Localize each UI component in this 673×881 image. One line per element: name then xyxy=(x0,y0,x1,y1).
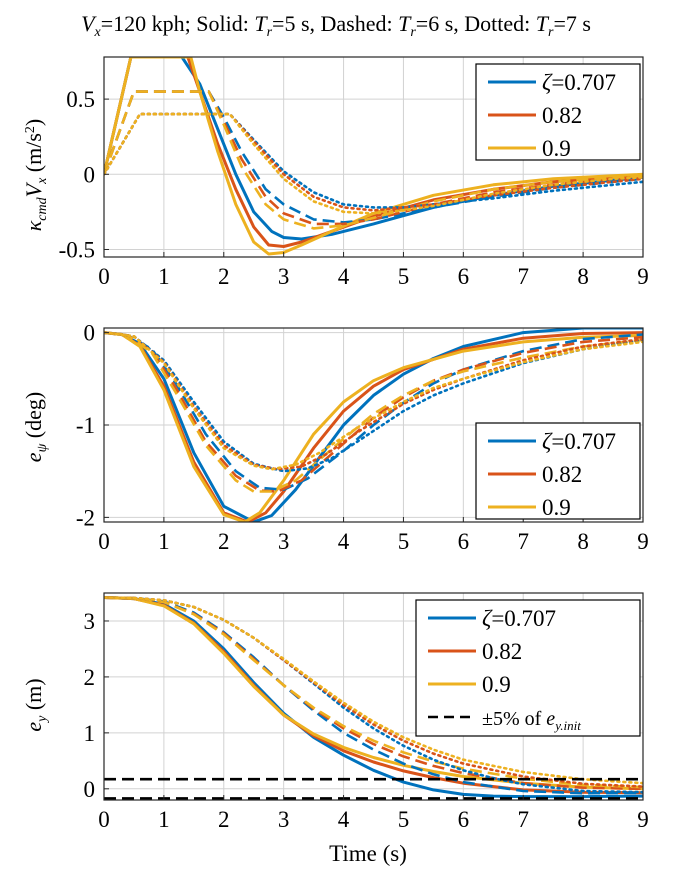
y-tick-label: 0.5 xyxy=(66,87,95,112)
y-tick-label: 1 xyxy=(84,721,96,746)
legend-label: ±5% of ey.init xyxy=(482,708,581,733)
x-tick-label: 8 xyxy=(577,807,589,832)
legend-label: 0.9 xyxy=(482,672,511,697)
x-tick-label: 0 xyxy=(98,529,110,554)
legend: ζ=0.707 0.82 0.9 ±5% of ey.init xyxy=(415,599,641,737)
legend-box xyxy=(475,422,641,520)
legend-label: 0.82 xyxy=(542,462,582,487)
x-tick-label: 9 xyxy=(637,529,649,554)
x-tick-label: 3 xyxy=(278,264,290,289)
series-group xyxy=(104,596,643,800)
xlabel: Time (s) xyxy=(329,841,407,866)
x-tick-label: 4 xyxy=(338,529,350,554)
x-tick-label: 6 xyxy=(458,529,470,554)
x-tick-label: 5 xyxy=(398,529,410,554)
series-line-yellow-dotted xyxy=(104,596,643,785)
y-tick-label: 3 xyxy=(84,609,96,634)
series-line-yellow-dashed xyxy=(104,90,643,230)
axes-frame xyxy=(103,56,644,258)
series-line-yellow-dotted xyxy=(104,112,643,215)
legend-label: 0.82 xyxy=(542,103,582,128)
ylabel-heading-error: eψ (deg) xyxy=(21,392,50,462)
y-tick-label: 0 xyxy=(84,321,96,346)
series-line-orange-dashed xyxy=(104,331,643,493)
series-group xyxy=(104,57,643,256)
series-line-yellow-dotted xyxy=(104,331,643,471)
legend-label: 0.9 xyxy=(542,495,571,520)
y-tick-label: 0 xyxy=(84,777,96,802)
panel-heading-error: 0 1 2 3 4 5 6 7 8 9 0 -1 -2 ζ=0.707 0.82 0.9 xyxy=(76,321,649,554)
x-tick-label: 1 xyxy=(158,807,170,832)
series-line-blue-solid xyxy=(104,328,643,522)
ylabel-lateral-error: ey (m) xyxy=(21,678,50,731)
x-tick-label: 3 xyxy=(278,529,290,554)
series-line-yellow-solid xyxy=(104,331,643,522)
y-tick-label: -1 xyxy=(76,413,95,438)
y-tick-label: -2 xyxy=(76,505,95,530)
x-tick-label: 5 xyxy=(398,807,410,832)
x-tick-label: 2 xyxy=(218,807,230,832)
legend: ζ=0.707 0.82 0.9 xyxy=(475,422,641,520)
legend-label: 0.9 xyxy=(542,136,571,161)
legend-label: ζ=0.707 xyxy=(542,429,616,454)
y-tick-label: -0.5 xyxy=(59,237,95,262)
ylabel-curvature: κcmdVx (m/s2) xyxy=(21,119,50,232)
figure-title: Vx=120 kph; Solid: Tr=5 s, Dashed: Tr=6 … xyxy=(81,11,591,40)
legend-label: ζ=0.707 xyxy=(542,70,616,95)
x-tick-label: 1 xyxy=(158,529,170,554)
axes-frame xyxy=(103,592,644,801)
x-tick-label: 7 xyxy=(517,264,529,289)
x-tick-label: 3 xyxy=(278,807,290,832)
x-tick-label: 9 xyxy=(637,807,649,832)
x-tick-label: 0 xyxy=(98,807,110,832)
panel-lateral-error: 0 1 2 3 4 5 6 7 8 9 3 2 1 0 ζ=0.707 0.82 0.9 ±5% of ey.in… xyxy=(84,592,649,832)
series-line-orange-dotted xyxy=(104,112,643,212)
x-tick-label: 4 xyxy=(338,807,350,832)
x-tick-label: 7 xyxy=(517,529,529,554)
legend-label: 0.82 xyxy=(482,639,522,664)
series-line-orange-dotted xyxy=(104,596,643,788)
y-tick-label: 0 xyxy=(84,162,96,187)
legend-box xyxy=(415,599,641,737)
x-tick-label: 9 xyxy=(637,264,649,289)
series-line-blue-solid xyxy=(104,596,643,799)
legend-label: ζ=0.707 xyxy=(482,606,556,631)
series-line-yellow-dashed xyxy=(104,331,643,493)
series-line-blue-dotted xyxy=(104,331,643,473)
x-tick-label: 1 xyxy=(158,264,170,289)
y-tick-label: 2 xyxy=(84,665,96,690)
x-tick-label: 4 xyxy=(338,264,350,289)
x-tick-label: 8 xyxy=(577,264,589,289)
legend-box xyxy=(475,63,641,161)
x-tick-label: 6 xyxy=(458,807,470,832)
x-tick-label: 5 xyxy=(398,264,410,289)
x-tick-label: 8 xyxy=(577,529,589,554)
x-tick-label: 2 xyxy=(218,264,230,289)
series-line-yellow-dashed xyxy=(104,596,643,789)
legend: ζ=0.707 0.82 0.9 xyxy=(475,63,641,161)
x-tick-label: 6 xyxy=(458,264,470,289)
x-tick-label: 0 xyxy=(98,264,110,289)
x-tick-label: 2 xyxy=(218,529,230,554)
x-tick-label: 7 xyxy=(517,807,529,832)
series-group xyxy=(104,328,643,522)
